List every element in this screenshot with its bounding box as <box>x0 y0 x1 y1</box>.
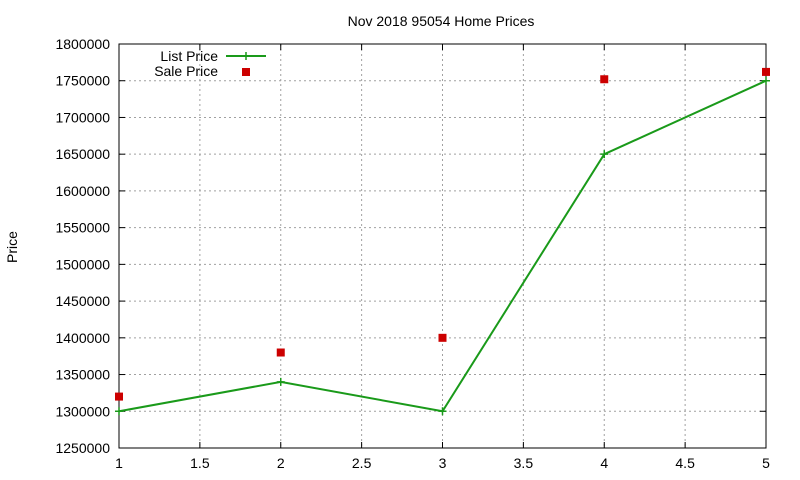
y-tick-label: 1350000 <box>55 367 110 383</box>
sale-price-point <box>762 67 770 76</box>
y-tick-label: 1300000 <box>55 403 110 419</box>
legend-label-sale-price: Sale Price <box>154 63 218 79</box>
y-tick-label: 1650000 <box>55 146 110 162</box>
y-tick-label: 1800000 <box>55 36 110 52</box>
legend: List Price Sale Price <box>154 48 266 79</box>
axis-ticks: 1 1.5 2 2.5 3 3.5 4 4.5 5 1250000 1300000 1350000 14… <box>55 36 770 471</box>
list-price-point <box>600 150 609 159</box>
y-axis-label: Price <box>4 231 20 263</box>
x-tick-label: 5 <box>762 455 770 471</box>
series-layer <box>115 67 770 416</box>
y-tick-label: 1500000 <box>55 256 110 272</box>
legend-marker-sale-price <box>242 68 250 76</box>
y-tick-label: 1450000 <box>55 293 110 309</box>
list-price-point <box>276 377 285 386</box>
x-tick-label: 1.5 <box>190 455 210 471</box>
y-tick-label: 1600000 <box>55 183 110 199</box>
sale-price-point <box>438 333 447 342</box>
grid <box>119 44 766 448</box>
x-tick-label: 2.5 <box>352 455 372 471</box>
sale-price-point <box>276 348 285 357</box>
list-price-point <box>762 76 770 85</box>
x-tick-label: 4 <box>600 455 608 471</box>
plot-frame <box>118 43 767 449</box>
x-tick-label: 3 <box>439 455 447 471</box>
legend-marker-list-price <box>242 52 250 60</box>
list-price-point <box>438 407 447 416</box>
sale-price-point <box>600 75 609 84</box>
sale-price-point <box>115 392 123 401</box>
x-tick-label: 3.5 <box>514 455 534 471</box>
list-price-point <box>115 407 123 416</box>
y-tick-label: 1550000 <box>55 220 110 236</box>
legend-label-list-price: List Price <box>160 48 218 64</box>
chart-title: Nov 2018 95054 Home Prices <box>348 13 535 29</box>
y-tick-label: 1250000 <box>55 440 110 456</box>
y-tick-label: 1700000 <box>55 109 110 125</box>
x-tick-label: 2 <box>277 455 285 471</box>
x-tick-label: 1 <box>115 455 123 471</box>
x-tick-label: 4.5 <box>675 455 695 471</box>
y-tick-label: 1400000 <box>55 330 110 346</box>
y-tick-label: 1750000 <box>55 73 110 89</box>
